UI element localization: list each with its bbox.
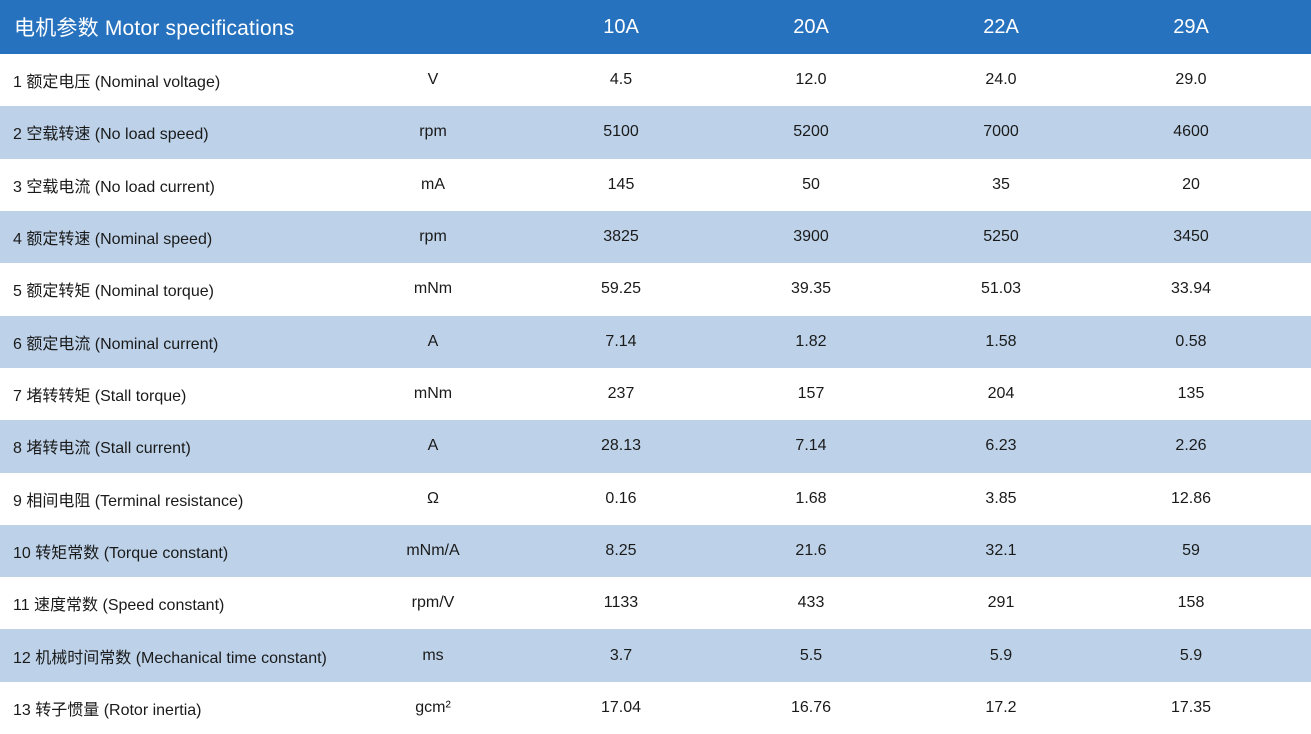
row-value: 158 [1177,594,1205,612]
row-value: 2.26 [1175,437,1207,455]
row-value: 3900 [793,228,829,246]
row-value: 7000 [983,123,1019,141]
row-value: 7.14 [795,437,827,455]
row-value: 12.86 [1170,489,1212,507]
row-value: 51.03 [980,280,1022,298]
row-value: 433 [797,594,825,612]
row-value: 3.85 [985,489,1017,507]
row-unit: mNm [413,385,453,403]
row-label: 6 额定电流 (Nominal current) [13,335,219,353]
row-value: 59.25 [600,280,642,298]
row-value: 35 [992,175,1010,193]
row-value: 1133 [603,594,639,612]
row-unit: mNm [413,280,453,298]
row-label: 8 堵转电流 (Stall current) [13,440,191,458]
table-row: 8 堵转电流 (Stall current) A 28.13 7.14 6.23… [0,420,1311,473]
table-row: 1 额定电压 (Nominal voltage) V 4.5 12.0 24.0… [0,54,1311,107]
table-title: 电机参数 Motor specifications [14,17,295,40]
row-unit: gcm² [415,698,451,716]
table-row: 10 转矩常数 (Torque constant) mNm/A 8.25 21.… [0,524,1311,578]
row-value: 3825 [603,228,639,246]
table-header-row: 电机参数 Motor specifications 10A 20A 22A 29… [0,0,1311,54]
row-value: 6.23 [985,437,1017,455]
row-unit: Ω [427,489,439,507]
row-value: 32.1 [985,541,1017,559]
row-label: 9 相间电阻 (Terminal resistance) [13,492,244,510]
row-value: 24.0 [985,71,1017,89]
table-row: 11 速度常数 (Speed constant) rpm/V 1133 433 … [0,577,1311,630]
row-value: 1.68 [795,489,827,507]
row-label: 5 额定转矩 (Nominal torque) [13,283,214,301]
row-value: 50 [802,175,820,193]
row-value: 5100 [603,123,639,141]
row-value: 3.7 [609,646,633,664]
row-value: 1.82 [795,332,827,350]
row-label: 12 机械时间常数 (Mechanical time constant) [13,649,327,667]
row-value: 1.58 [985,332,1017,350]
row-label: 1 额定电压 (Nominal voltage) [13,74,221,92]
column-header-29a: 29A [1173,15,1209,38]
row-value: 29.0 [1175,71,1207,89]
table-row: 7 堵转转矩 (Stall torque) mNm 237 157 204 13… [0,367,1311,421]
row-unit: V [427,71,439,89]
table-row: 6 额定电流 (Nominal current) A 7.14 1.82 1.5… [0,315,1311,368]
row-value: 33.94 [1170,280,1212,298]
row-unit: rpm [419,228,447,246]
row-value: 4600 [1173,123,1209,141]
table-row: 12 机械时间常数 (Mechanical time constant) ms … [0,629,1311,682]
row-value: 7.14 [605,332,637,350]
row-unit: mNm/A [406,541,460,559]
column-header-10a: 10A [603,15,639,38]
row-label: 13 转子惯量 (Rotor inertia) [13,701,202,719]
row-value: 16.76 [790,698,832,716]
table-row: 13 转子惯量 (Rotor inertia) gcm² 17.04 16.76… [0,681,1311,734]
row-value: 4.5 [609,71,633,89]
row-value: 5200 [793,123,829,141]
row-label: 11 速度常数 (Speed constant) [13,597,225,615]
row-value: 5.9 [989,646,1013,664]
row-unit: rpm/V [411,594,455,612]
row-value: 0.16 [605,489,637,507]
row-value: 3450 [1173,228,1209,246]
table-row: 9 相间电阻 (Terminal resistance) Ω 0.16 1.68… [0,472,1311,525]
row-value: 157 [797,385,825,403]
row-value: 17.35 [1170,698,1212,716]
row-unit: mA [421,175,445,193]
row-label: 7 堵转转矩 (Stall torque) [13,388,187,406]
row-value: 21.6 [795,541,827,559]
table-row: 4 额定转速 (Nominal speed) rpm 3825 3900 525… [0,210,1311,264]
row-value: 17.2 [985,698,1017,716]
table-row: 2 空载转速 (No load speed) rpm 5100 5200 700… [0,106,1311,159]
row-label: 3 空载电流 (No load current) [13,178,215,196]
row-value: 145 [607,175,635,193]
row-value: 17.04 [600,698,642,716]
row-value: 12.0 [795,71,827,89]
row-unit: rpm [419,123,447,141]
row-label: 4 额定转速 (Nominal speed) [13,231,213,249]
column-header-22a: 22A [983,15,1019,38]
row-value: 237 [607,385,635,403]
row-value: 5250 [983,228,1019,246]
table-body: 1 额定电压 (Nominal voltage) V 4.5 12.0 24.0… [0,54,1311,734]
row-value: 59 [1182,541,1200,559]
row-value: 291 [987,594,1015,612]
row-value: 8.25 [605,541,637,559]
table-row: 5 额定转矩 (Nominal torque) mNm 59.25 39.35 … [0,263,1311,316]
column-header-20a: 20A [793,15,829,38]
row-value: 39.35 [790,280,832,298]
row-value: 5.9 [1179,646,1203,664]
row-value: 20 [1182,175,1200,193]
row-value: 28.13 [600,437,642,455]
table-row: 3 空载电流 (No load current) mA 145 50 35 20 [0,158,1311,211]
row-unit: A [427,437,439,455]
row-value: 204 [987,385,1015,403]
row-unit: A [427,332,439,350]
row-unit: ms [422,646,444,664]
row-value: 135 [1177,385,1205,403]
row-value: 5.5 [799,646,823,664]
row-label: 2 空载转速 (No load speed) [13,126,209,144]
row-label: 10 转矩常数 (Torque constant) [13,544,229,562]
row-value: 0.58 [1175,332,1207,350]
